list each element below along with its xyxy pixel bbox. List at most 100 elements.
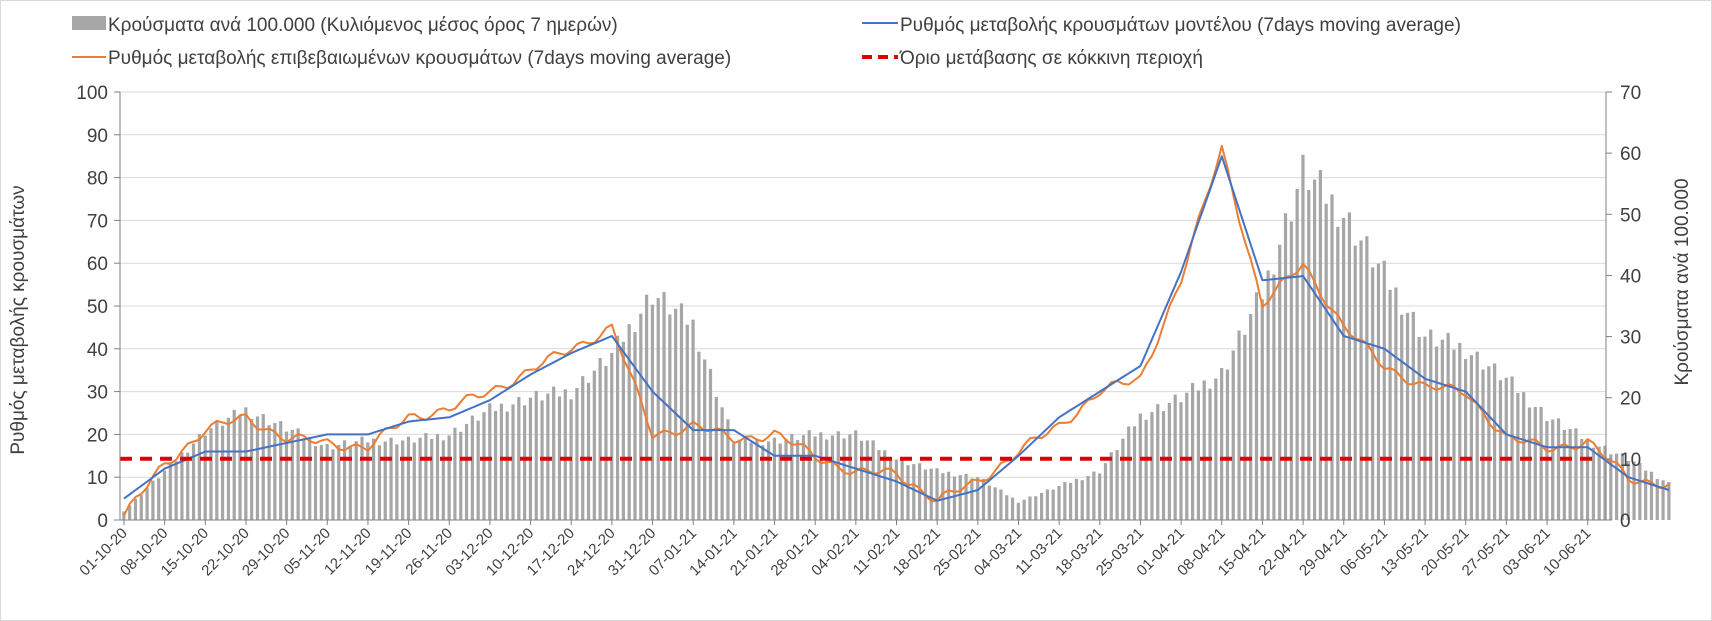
bar <box>511 404 515 520</box>
bar <box>1022 499 1026 520</box>
left-axis-title: Ρυθμός μεταβολής κρουσμάτων <box>8 185 29 454</box>
bar <box>1371 267 1375 520</box>
bar <box>1487 366 1491 520</box>
bar <box>743 435 747 520</box>
bar <box>877 450 881 520</box>
bar <box>372 438 376 520</box>
bar <box>1394 287 1398 520</box>
bar <box>238 415 242 520</box>
bar <box>1074 478 1079 520</box>
bar <box>807 430 811 520</box>
bar <box>1318 170 1322 520</box>
bar <box>406 436 411 520</box>
bar <box>302 438 306 520</box>
bar <box>337 444 341 520</box>
bar <box>888 459 893 520</box>
legend-confirmed-label: Ρυθμός μεταβολής επιβεβαιωμένων κρουσμάτ… <box>108 48 731 69</box>
bar <box>1376 263 1381 520</box>
bar <box>1156 404 1160 520</box>
bar <box>267 425 271 520</box>
bar <box>284 431 289 520</box>
bar <box>1493 363 1497 520</box>
bar <box>459 431 463 520</box>
bar <box>523 405 527 520</box>
bar <box>819 432 823 520</box>
bar <box>1597 446 1601 520</box>
bar <box>220 425 225 520</box>
bar <box>1028 496 1032 520</box>
bar <box>801 435 806 520</box>
axes: 010203040506070809010001020304050607001-… <box>76 83 1641 579</box>
bar <box>685 324 689 520</box>
right-axis-title: Κρούσματα ανά 100.000 <box>1672 178 1693 385</box>
bar <box>1446 332 1450 520</box>
left-tick-label: 60 <box>87 254 108 275</box>
bar <box>1144 419 1148 520</box>
bar <box>133 498 138 520</box>
bar <box>563 389 567 520</box>
bar <box>615 335 620 520</box>
bar <box>1005 495 1009 520</box>
bar <box>215 420 219 520</box>
right-tick-label: 0 <box>1620 511 1631 532</box>
bar <box>1312 179 1317 520</box>
bar <box>279 421 283 520</box>
bar <box>749 442 753 520</box>
bar <box>1347 212 1352 520</box>
bar <box>784 438 788 520</box>
bar <box>191 443 196 520</box>
bar <box>435 434 440 520</box>
left-tick-label: 90 <box>87 126 108 147</box>
bar <box>894 459 898 520</box>
bar <box>505 411 509 520</box>
bar <box>1295 188 1299 520</box>
bar <box>244 407 248 520</box>
bar <box>1225 369 1230 520</box>
bar <box>1585 438 1590 520</box>
bar <box>1010 497 1015 520</box>
bar <box>383 441 387 520</box>
bar <box>197 434 201 520</box>
line-series <box>120 144 1670 517</box>
bar <box>1533 406 1537 520</box>
bar <box>389 437 393 520</box>
bar <box>1661 480 1665 520</box>
bar <box>581 376 585 520</box>
bar <box>296 428 300 520</box>
bar <box>1626 461 1630 520</box>
bar <box>1121 438 1125 520</box>
bar <box>703 359 707 520</box>
left-tick-label: 0 <box>97 511 108 532</box>
legend-bars-swatch <box>72 16 106 30</box>
bar <box>1069 482 1073 520</box>
bar <box>1591 447 1595 520</box>
bar <box>1667 481 1671 520</box>
bar <box>1080 480 1084 520</box>
bar <box>255 416 260 520</box>
bar <box>1039 492 1044 520</box>
bar <box>726 419 730 520</box>
bar <box>168 462 172 520</box>
bar <box>1034 496 1038 520</box>
bar <box>906 465 910 520</box>
bar <box>1556 418 1561 520</box>
bar <box>1365 236 1369 520</box>
bar <box>941 473 945 520</box>
bar <box>772 437 776 520</box>
bar <box>790 433 794 520</box>
bar <box>1307 189 1311 521</box>
bar <box>586 382 591 520</box>
bar <box>1045 489 1049 520</box>
bar <box>1469 355 1473 520</box>
bar <box>778 443 782 520</box>
bar <box>412 442 416 520</box>
bar <box>1278 244 1282 520</box>
bar <box>1249 314 1253 520</box>
bar <box>697 351 701 520</box>
bar <box>1342 217 1346 520</box>
bar <box>854 430 858 520</box>
bar <box>929 468 933 520</box>
bar <box>1400 314 1404 520</box>
bar <box>1231 350 1235 520</box>
